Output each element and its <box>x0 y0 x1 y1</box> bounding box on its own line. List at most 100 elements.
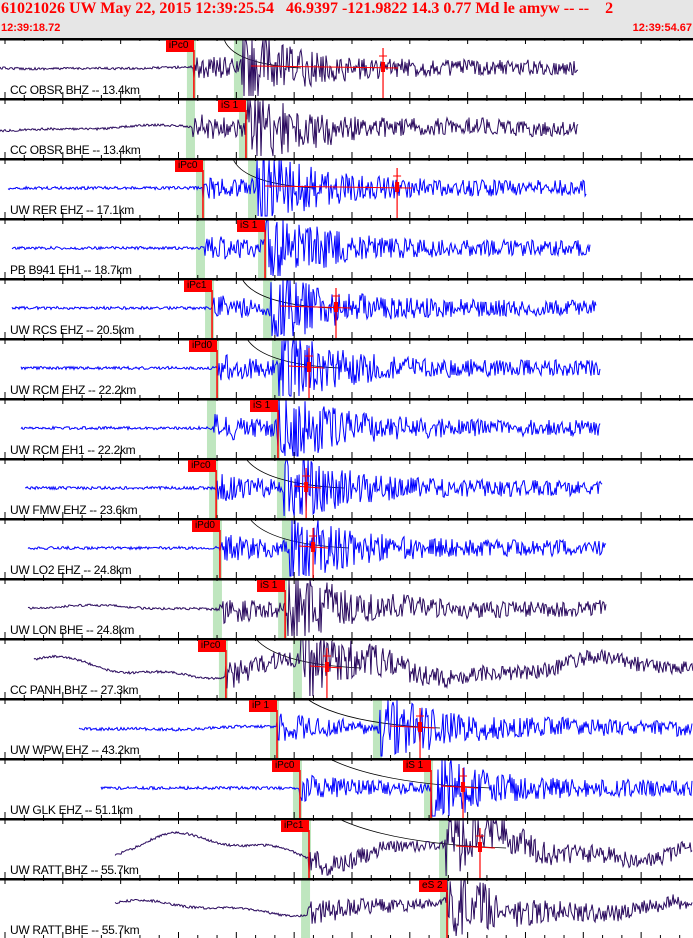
waveform <box>0 99 579 157</box>
waveform <box>11 219 591 277</box>
window-end-time: 12:39:54.67 <box>632 22 692 34</box>
s-window-band <box>258 218 268 278</box>
phase-pick-label[interactable]: iPc0 <box>165 40 194 52</box>
phase-pick-label[interactable]: iPd0 <box>189 340 218 352</box>
waveform <box>78 699 693 757</box>
s-window-band <box>270 398 280 458</box>
amplitude-marker[interactable] <box>265 168 413 218</box>
s-window-band <box>292 638 302 698</box>
trace-plot <box>0 578 693 638</box>
trace-panel[interactable]: iPc0 UW RER EHZ -- 17.1km <box>0 158 693 218</box>
trace-plot <box>0 398 693 458</box>
seismogram-panels[interactable]: iPc0 CC OBSR BHZ -- 13.4km iS 1 CC OBSR BHE… <box>0 38 693 938</box>
waveform <box>25 459 603 517</box>
phase-pick-label[interactable]: iS 1 <box>249 400 278 412</box>
s-window-band <box>278 578 288 638</box>
waveform <box>0 39 578 97</box>
trace-panel[interactable]: iS 1 CC OBSR BHE -- 13.4km <box>0 98 693 158</box>
station-label: UW GLK EHZ -- 51.1km <box>10 803 133 817</box>
trace-plot <box>0 818 693 878</box>
phase-pick-label[interactable]: iS 1 <box>237 220 266 232</box>
trace-plot <box>0 638 693 698</box>
p-window-band <box>218 638 228 698</box>
phase-pick-label[interactable]: iP 1 <box>249 700 277 712</box>
trace-plot <box>0 38 693 98</box>
trace-plot <box>0 758 693 818</box>
s-window-band <box>439 818 449 878</box>
trace-panel[interactable]: iPc0 UW FMW EHZ -- 23.6km <box>0 458 693 518</box>
amplitude-marker[interactable] <box>309 648 342 698</box>
amplitude-marker[interactable] <box>389 708 436 758</box>
trace-panel[interactable]: iPd0 UW RCM EHZ -- 22.2km <box>0 338 693 398</box>
phase-pick-label[interactable]: iPc1 <box>281 820 309 832</box>
station-label: UW FMW EHZ -- 23.6km <box>10 503 138 517</box>
trace-panel[interactable]: iS 1 PB B941 EH1 -- 18.7km <box>0 218 693 278</box>
p-window-band <box>185 98 195 158</box>
trace-panel[interactable]: iPc0 CC OBSR BHZ -- 13.4km <box>0 38 693 98</box>
amplitude-marker[interactable] <box>280 288 352 338</box>
station-label: UW RATT BHE -- 55.7km <box>10 923 140 937</box>
p-window-band <box>206 398 216 458</box>
trace-panel[interactable]: iPc0 iS 1 UW GLK EHZ -- 51.1km <box>0 758 693 818</box>
phase-pick-label[interactable]: iS 1 <box>217 100 246 112</box>
trace-plot <box>0 278 693 338</box>
amplitude-marker[interactable] <box>288 348 325 398</box>
waveform <box>27 519 607 577</box>
trace-panel[interactable]: iS 1 UW RCM EH1 -- 22.2km <box>0 398 693 458</box>
amplitude-marker[interactable] <box>456 828 496 878</box>
trace-panel[interactable]: iP 1 UW WPW EHZ -- 43.2km <box>0 698 693 758</box>
trace-plot <box>0 698 693 758</box>
waveform <box>11 279 597 337</box>
waveform <box>20 338 601 397</box>
s-window-band <box>424 758 434 818</box>
s-window-band <box>271 338 281 398</box>
p-window-band <box>212 578 222 638</box>
p-window-band <box>302 818 312 878</box>
amplitude-marker[interactable] <box>293 468 322 518</box>
station-label: UW WPW EHZ -- 43.2km <box>10 743 140 757</box>
event-title: 61021026 UW May 22, 2015 12:39:25.54 46.… <box>1 0 614 17</box>
trace-panel[interactable]: iPd0 UW LO2 EHZ -- 24.8km <box>0 518 693 578</box>
travel-time-curve <box>329 758 492 789</box>
phase-pick-label[interactable]: iPd0 <box>191 520 220 532</box>
waveform <box>114 818 693 877</box>
phase-pick-label[interactable]: iPc0 <box>188 460 217 472</box>
waveform <box>27 579 607 637</box>
phase-pick-label[interactable]: iS 1 <box>257 580 286 592</box>
station-label: UW RCS EHZ -- 20.5km <box>10 323 135 337</box>
trace-plot <box>0 158 693 218</box>
waveform <box>20 399 601 457</box>
s-window-band <box>248 158 258 218</box>
amplitude-marker[interactable] <box>298 528 329 578</box>
station-label: UW RCM EH1 -- 22.2km <box>10 443 136 457</box>
phase-pick-label[interactable]: iPc1 <box>184 280 213 292</box>
p-window-band <box>270 698 280 758</box>
phase-pick-label[interactable]: iPc0 <box>197 640 226 652</box>
station-label: PB B941 EH1 -- 18.7km <box>10 263 132 277</box>
p-window-band <box>205 278 215 338</box>
trace-panel[interactable]: eS 2 UW RATT BHE -- 55.7km <box>0 878 693 938</box>
trace-plot <box>0 878 693 938</box>
travel-time-curve <box>255 638 360 669</box>
phase-pick-2-label[interactable]: iS 1 <box>403 760 432 772</box>
trace-panel[interactable]: iPc1 UW RCS EHZ -- 20.5km <box>0 278 693 338</box>
phase-pick-label[interactable]: iPc0 <box>271 760 300 772</box>
trace-panel[interactable]: iPc0 CC PANH BHZ -- 27.3km <box>0 638 693 698</box>
travel-time-curve <box>249 518 349 549</box>
phase-pick-label[interactable]: eS 2 <box>419 880 448 892</box>
amplitude-marker[interactable] <box>250 48 399 98</box>
station-label: UW RCM EHZ -- 22.2km <box>10 383 137 397</box>
p-window-band <box>301 878 311 938</box>
window-start-time: 12:39:18.72 <box>1 22 61 34</box>
station-label: CC OBSR BHZ -- 13.4km <box>10 83 140 97</box>
p-window-band <box>186 38 196 98</box>
trace-panel[interactable]: iPc1 UW RATT BHZ -- 55.7km <box>0 818 693 878</box>
waveform <box>100 759 693 817</box>
station-label: UW LO2 EHZ -- 24.8km <box>10 563 132 577</box>
trace-plot <box>0 458 693 518</box>
trace-panel[interactable]: iS 1 UW LON BHE -- 24.8km <box>0 578 693 638</box>
trace-plot <box>0 338 693 398</box>
amplitude-marker[interactable] <box>441 768 479 818</box>
trace-plot <box>0 218 693 278</box>
phase-pick-label[interactable]: iPc0 <box>174 160 203 172</box>
